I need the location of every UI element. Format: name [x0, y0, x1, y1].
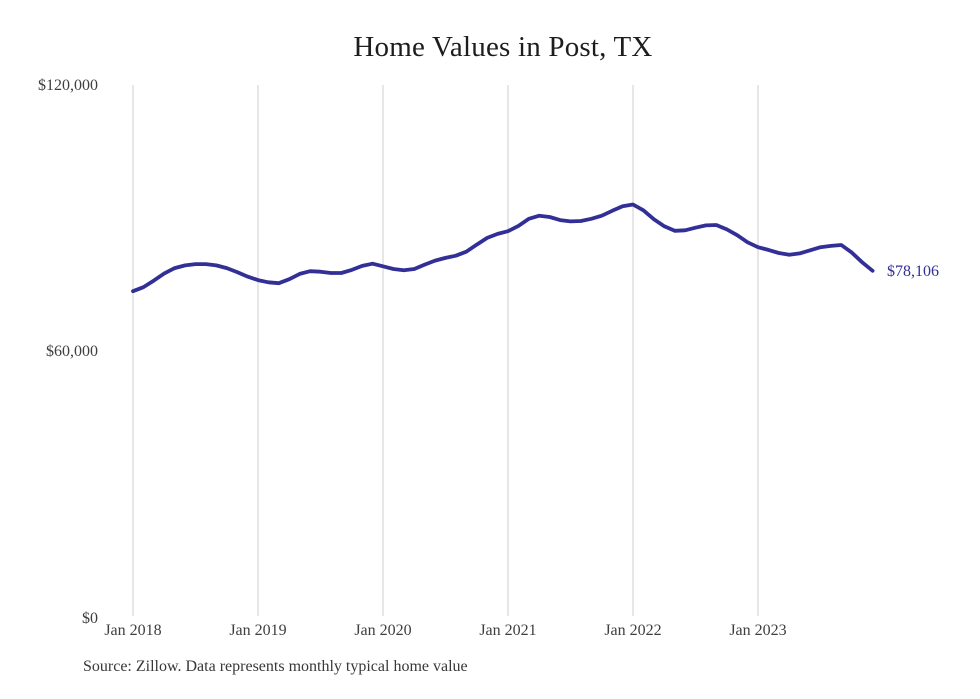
y-tick-label: $60,000: [46, 343, 98, 361]
chart-title: Home Values in Post, TX: [353, 31, 653, 63]
x-tick-label: Jan 2022: [604, 622, 662, 639]
x-tick-label: Jan 2021: [479, 622, 537, 639]
source-note: Source: Zillow. Data represents monthly …: [83, 658, 468, 675]
x-tick-label: Jan 2019: [229, 622, 287, 639]
y-tick-label: $120,000: [38, 76, 98, 94]
y-tick-label: $0: [82, 610, 98, 627]
last-value-label: $78,106: [887, 262, 939, 280]
home-value-line: [131, 202, 875, 294]
x-tick-label: Jan 2020: [354, 622, 412, 639]
x-tick-label: Jan 2018: [104, 622, 162, 639]
x-tick-label: Jan 2023: [729, 622, 787, 639]
